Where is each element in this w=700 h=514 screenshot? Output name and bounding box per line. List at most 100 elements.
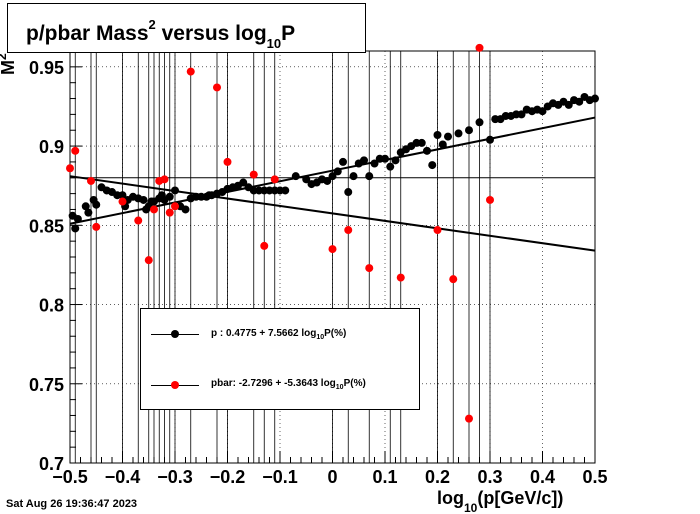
pbar-point	[66, 164, 74, 173]
p-point	[360, 156, 368, 165]
p-point	[564, 100, 573, 109]
y-tick-label: 0.8	[39, 296, 64, 316]
pbar-point	[270, 175, 279, 184]
p-point	[438, 140, 447, 149]
x-tick-label: 0.2	[425, 467, 450, 487]
x-tick-label: 0.4	[530, 467, 555, 487]
p-point	[291, 172, 300, 181]
pbar-point	[144, 256, 153, 265]
p-point	[84, 208, 93, 217]
pbar-point	[344, 226, 353, 235]
pbar-point	[171, 202, 179, 211]
pbar-point	[475, 43, 484, 52]
p-point	[339, 157, 347, 166]
p-point	[281, 186, 290, 195]
p-point	[517, 110, 526, 119]
p-point	[365, 172, 374, 181]
p-point	[391, 156, 400, 165]
chart-title: p/pbar Mass2 versus log10P	[26, 17, 296, 52]
pbar-point	[365, 264, 374, 273]
p-point	[381, 154, 389, 163]
x-tick-label: 0	[327, 467, 337, 487]
p-point	[475, 118, 484, 127]
p-point	[433, 130, 442, 139]
p-point	[73, 214, 82, 223]
y-tick-labels: 0.7 0.75 0.8 0.85 0.9 0.95	[29, 58, 64, 474]
pbar-point	[486, 195, 494, 204]
y-tick-label: 0.9	[39, 137, 64, 157]
p-point	[465, 126, 473, 135]
y-tick-label: 0.75	[29, 375, 64, 395]
p-point	[181, 205, 190, 214]
p-point	[302, 175, 311, 184]
p-point	[454, 129, 463, 138]
p-point	[333, 167, 342, 176]
p-point	[118, 191, 127, 200]
pbar-point	[249, 170, 258, 179]
legend-marker-p	[171, 330, 179, 338]
y-tick-label: 0.85	[29, 216, 64, 236]
pbar-point	[87, 176, 95, 185]
fit-lines	[69, 116, 596, 252]
p-point	[538, 107, 547, 116]
y-tick-label: 0.7	[39, 454, 64, 474]
p-point	[370, 159, 379, 168]
x-tick-label: 0.5	[582, 467, 607, 487]
x-tick-label: 0.3	[477, 467, 502, 487]
p-point	[239, 178, 248, 187]
p-point	[349, 172, 358, 181]
legend-entry-pbar: pbar: -2.7296 + -5.3643 log10P(%)	[211, 378, 366, 391]
p-point	[444, 132, 452, 141]
p-point	[591, 94, 599, 103]
pbar-point	[396, 273, 405, 282]
legend-entry-p: p : 0.4775 + 7.5662 log10P(%)	[211, 328, 347, 341]
y-axis-title: M2	[0, 53, 18, 75]
fit-line-pbar	[69, 175, 596, 252]
p-point	[386, 162, 395, 171]
p-point	[81, 202, 90, 211]
p-point	[575, 97, 584, 106]
legend-marker-pbar	[171, 381, 179, 389]
p-point	[344, 188, 353, 197]
pbar-point	[160, 175, 169, 184]
p-point	[486, 135, 494, 144]
x-tick-label: −0.2	[210, 467, 246, 487]
data-points	[66, 43, 599, 423]
pbar-point	[465, 414, 473, 423]
p-point	[323, 176, 332, 185]
p-point	[417, 138, 426, 147]
pbar-point	[71, 146, 80, 155]
title-box: p/pbar Mass2 versus log10P	[7, 3, 366, 53]
legend: p : 0.4775 + 7.5662 log10P(%) pbar: -2.7…	[140, 308, 420, 410]
pbar-point	[165, 208, 174, 217]
x-tick-label: −0.1	[262, 467, 298, 487]
pbar-point	[213, 83, 221, 92]
x-axis-title: log10(p[GeV/c])	[437, 488, 563, 514]
y-tick-label: 0.95	[29, 58, 64, 78]
pbar-point	[150, 205, 158, 214]
pbar-point	[433, 226, 442, 235]
axis-ticks	[69, 50, 596, 464]
pbar-point	[328, 245, 337, 254]
pbar-point	[134, 216, 143, 225]
p-point	[165, 192, 174, 201]
p-point	[328, 172, 337, 181]
pbar-point	[449, 275, 458, 284]
x-tick-label: −0.4	[105, 467, 141, 487]
x-tick-labels: −0.5 −0.4 −0.3 −0.2 −0.1 0 0.1 0.2 0.3 0.4 0.5	[52, 467, 607, 487]
x-tick-label: −0.3	[157, 467, 193, 487]
pbar-point	[118, 197, 127, 206]
x-tick-label: −0.5	[52, 467, 88, 487]
p-point	[92, 200, 101, 209]
p-point	[71, 224, 80, 233]
pbar-point	[223, 157, 232, 166]
fit-line-p	[69, 116, 596, 225]
pbar-point	[186, 67, 195, 76]
pbar-point	[92, 222, 101, 231]
p-point	[423, 146, 431, 155]
timestamp: Sat Aug 26 19:36:47 2023	[6, 498, 138, 510]
pbar-point	[260, 241, 269, 250]
p-point	[171, 186, 179, 195]
x-tick-label: 0.1	[372, 467, 397, 487]
